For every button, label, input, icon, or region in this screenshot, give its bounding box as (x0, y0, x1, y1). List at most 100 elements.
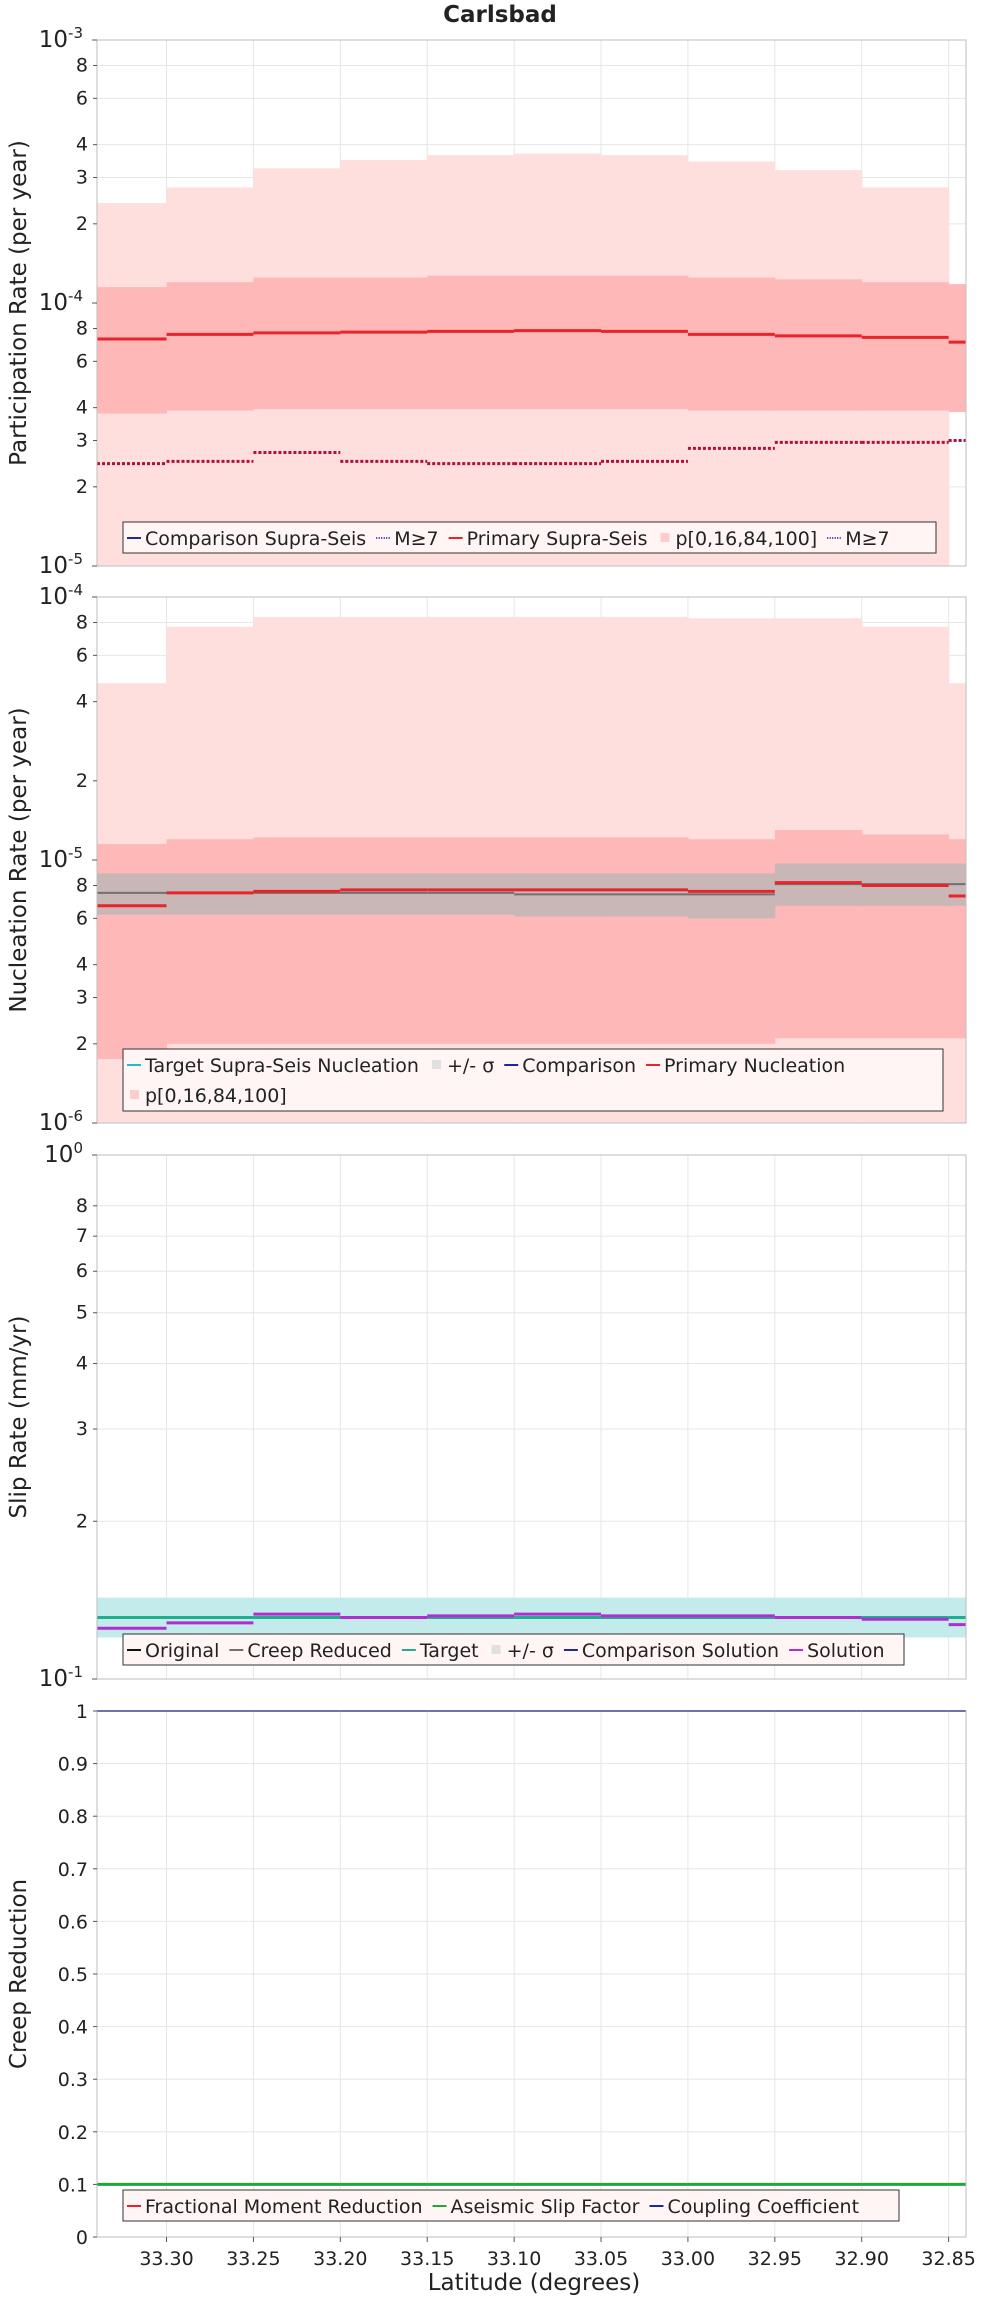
band-1-bin-9 (861, 282, 950, 411)
y-tick-minor: 2 (76, 213, 88, 235)
band-1-bin-7 (687, 839, 776, 1044)
band-1-bin-3 (340, 277, 428, 410)
legend-swatch (660, 533, 670, 542)
y-tick: 0.2 (58, 2122, 88, 2144)
legend-entry: Primary Nucleation (664, 1055, 845, 1077)
x-tick-label: 33.00 (661, 2248, 715, 2270)
y-tick-minor: 6 (76, 1260, 88, 1282)
y-tick-minor: 8 (76, 317, 88, 339)
legend-entry: M≥7 (394, 528, 438, 550)
y-tick-minor: 7 (76, 1225, 88, 1247)
legend-swatch (130, 1090, 139, 1099)
y-tick-minor: 6 (76, 87, 88, 109)
band-1-bin-7 (687, 277, 776, 411)
band-2-bin-3 (340, 873, 428, 915)
y-tick-minor: 3 (76, 430, 88, 452)
y-tick-minor: 3 (76, 987, 88, 1009)
y-tick-minor: 4 (76, 954, 88, 976)
y-tick: 0.7 (58, 1859, 88, 1881)
y-tick: 0.4 (58, 2017, 88, 2039)
y-tick-minor: 3 (76, 1418, 88, 1440)
x-tick-label: 33.25 (226, 2248, 280, 2270)
legend-entry: Coupling Coefficient (667, 2196, 859, 2218)
band-1-bin-5 (514, 275, 602, 410)
band-2-bin-0 (97, 873, 168, 915)
y-tick-major: 10-5 (39, 844, 83, 873)
y-axis-label-nucleation: Nucleation Rate (per year) (6, 707, 32, 1012)
y-tick-minor: 4 (76, 691, 88, 713)
band-1-bin-2 (253, 837, 341, 1044)
y-tick: 0.9 (58, 1754, 88, 1776)
y-tick: 0.1 (58, 2174, 88, 2196)
legend-entry: +/- σ (507, 1640, 554, 1662)
legend-nucleation: Target Supra-Seis Nucleation +/- σ Compari… (122, 1048, 944, 1112)
band-1-bin-4 (427, 837, 515, 1044)
panel-participation: 10-5 10-4 10-3 2 3 4 6 8 2 3 4 6 8 Participation Rate… (6, 24, 967, 579)
x-tick-label: 33.20 (313, 2248, 367, 2270)
legend-entry: Comparison (522, 1055, 636, 1077)
panel-creep: 0 0.1 0.2 0.3 0.4 0.5 0.6 0.7 0.8 0.9 1 Creep Reduc… (6, 1701, 976, 2270)
band-1-bin-5 (514, 837, 602, 1044)
band-1-bin-6 (601, 837, 689, 1044)
band-1-bin-1 (166, 282, 254, 411)
x-tick-label: 33.30 (139, 2248, 193, 2270)
legend-entry: Comparison Solution (582, 1640, 779, 1662)
band-1-bin-10 (948, 284, 967, 413)
y-tick-minor: 2 (76, 1033, 88, 1055)
y-tick: 0.5 (58, 1964, 88, 1986)
y-tick-minor: 2 (76, 770, 88, 792)
plot-area (97, 1155, 966, 1679)
x-tick-label: 33.15 (400, 2248, 454, 2270)
y-axis-label-participation: Participation Rate (per year) (6, 140, 32, 466)
y-tick-major: 100 (44, 1139, 83, 1168)
legend-entry: +/- σ (447, 1055, 494, 1077)
band-1-bin-8 (774, 279, 863, 411)
y-tick-minor: 8 (76, 611, 88, 633)
legend-box (122, 2189, 900, 2222)
y-tick-major: 10-6 (39, 1107, 83, 1136)
legend-entry: Fractional Moment Reduction (145, 2196, 423, 2218)
legend-slip: Original Creep Reduced Target +/- σ Comparis… (122, 1633, 905, 1666)
y-tick-minor: 4 (76, 134, 88, 156)
legend-entry: Target Supra-Seis Nucleation (144, 1055, 419, 1077)
y-tick-minor: 8 (76, 1195, 88, 1217)
y-tick-minor: 6 (76, 350, 88, 372)
plot-frame (96, 1154, 967, 1680)
x-axis-label: Latitude (degrees) (428, 2270, 641, 2296)
y-tick: 1 (76, 1701, 88, 1723)
legend-box (122, 521, 937, 554)
legend-box (122, 1048, 944, 1112)
legend-entry: Primary Supra-Seis (467, 528, 648, 550)
y-axis-label-creep: Creep Reduction (6, 1879, 32, 2069)
x-tick-label: 32.95 (748, 2248, 802, 2270)
band-1-bin-6 (601, 275, 689, 410)
legend-entry: Comparison Supra-Seis (145, 528, 366, 550)
y-tick-minor: 2 (76, 1510, 88, 1532)
legend-participation: Comparison Supra-Seis M≥7 Primary Supra-Se… (122, 521, 937, 554)
band-1-bin-4 (427, 275, 515, 410)
panel-slip: 10-1 100 2 3 4 5 6 7 8 Slip Rate (mm/yr) Original C… (6, 1139, 967, 1692)
y-tick: 0.3 (58, 2069, 88, 2091)
y-tick: 0.6 (58, 1911, 88, 1933)
x-tick-label: 32.90 (835, 2248, 889, 2270)
y-tick-major: 10-1 (39, 1663, 83, 1692)
legend-entry: Original (145, 1640, 219, 1662)
legend-box (122, 1633, 905, 1666)
legend-entry: Aseismic Slip Factor (451, 2196, 640, 2218)
y-tick-major: 10-4 (39, 287, 83, 316)
legend-swatch (491, 1645, 501, 1654)
chart-title: Carlsbad (443, 2, 557, 28)
legend-entry: M≥7 (845, 528, 889, 550)
band-1-bin-2 (253, 277, 341, 410)
legend-swatch (431, 1060, 441, 1069)
y-tick-minor: 6 (76, 907, 88, 929)
y-tick-minor: 8 (76, 54, 88, 76)
band-1-bin-1 (166, 839, 254, 1044)
legend-entry: Creep Reduced (247, 1640, 391, 1662)
legend-creep: Fractional Moment Reduction Aseismic Slip… (122, 2189, 900, 2222)
y-tick-minor: 5 (76, 1302, 88, 1324)
y-tick-major: 10-5 (39, 550, 83, 579)
y-tick: 0 (76, 2227, 88, 2249)
y-tick-minor: 4 (76, 397, 88, 419)
